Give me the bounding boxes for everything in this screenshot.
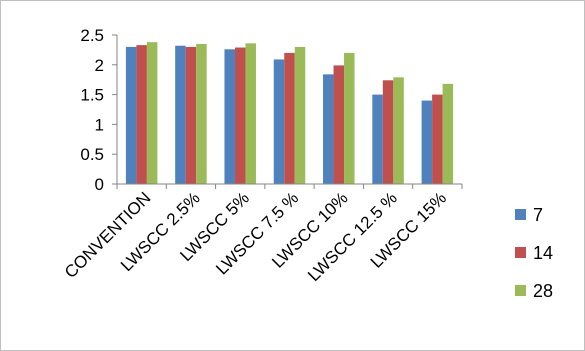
- legend: 7 14 28: [515, 205, 553, 301]
- bars-group: [125, 42, 454, 185]
- bar-series14-6: [432, 94, 443, 184]
- legend-label-7: 7: [533, 205, 543, 225]
- y-tick-label: 0: [95, 175, 104, 194]
- legend-swatch-14: [515, 247, 526, 258]
- bar-series14-0: [136, 45, 147, 184]
- legend-swatch-28: [515, 285, 526, 296]
- bar-series14-5: [382, 80, 394, 184]
- bar-series7-2: [224, 49, 235, 184]
- bar-series28-0: [146, 42, 158, 184]
- bar-series28-3: [294, 46, 306, 184]
- bar-series7-0: [125, 46, 137, 184]
- bar-series28-1: [196, 43, 207, 184]
- bar-series7-3: [273, 59, 285, 184]
- legend-label-14: 14: [533, 243, 553, 263]
- bar-series28-4: [344, 52, 355, 184]
- y-tick-label: 1.5: [80, 86, 104, 105]
- bar-series14-1: [185, 46, 197, 184]
- bar-series7-1: [175, 45, 186, 185]
- x-category-label: LWSCC 12.5 %: [304, 188, 401, 285]
- bar-series14-3: [284, 52, 295, 184]
- x-category-label: CONVENTION: [61, 188, 155, 282]
- bar-series28-6: [442, 83, 454, 184]
- y-tick-label: 2.5: [80, 26, 104, 45]
- bar-series14-4: [333, 65, 345, 184]
- legend-label-28: 28: [533, 281, 553, 301]
- y-tick-label: 1: [95, 115, 104, 134]
- bar-series28-5: [393, 77, 404, 184]
- y-tick-label: 2: [95, 56, 104, 75]
- axes-group: [112, 34, 463, 189]
- bar-series7-6: [421, 100, 433, 184]
- bar-series14-2: [234, 47, 246, 185]
- bar-series28-2: [245, 43, 256, 185]
- bar-series7-5: [372, 94, 383, 184]
- legend-swatch-7: [515, 209, 526, 220]
- y-tick-label: 0.5: [80, 145, 104, 164]
- y-tick-labels: 0 0.5 1 1.5 2 2.5: [80, 26, 104, 194]
- bar-series7-4: [323, 74, 334, 184]
